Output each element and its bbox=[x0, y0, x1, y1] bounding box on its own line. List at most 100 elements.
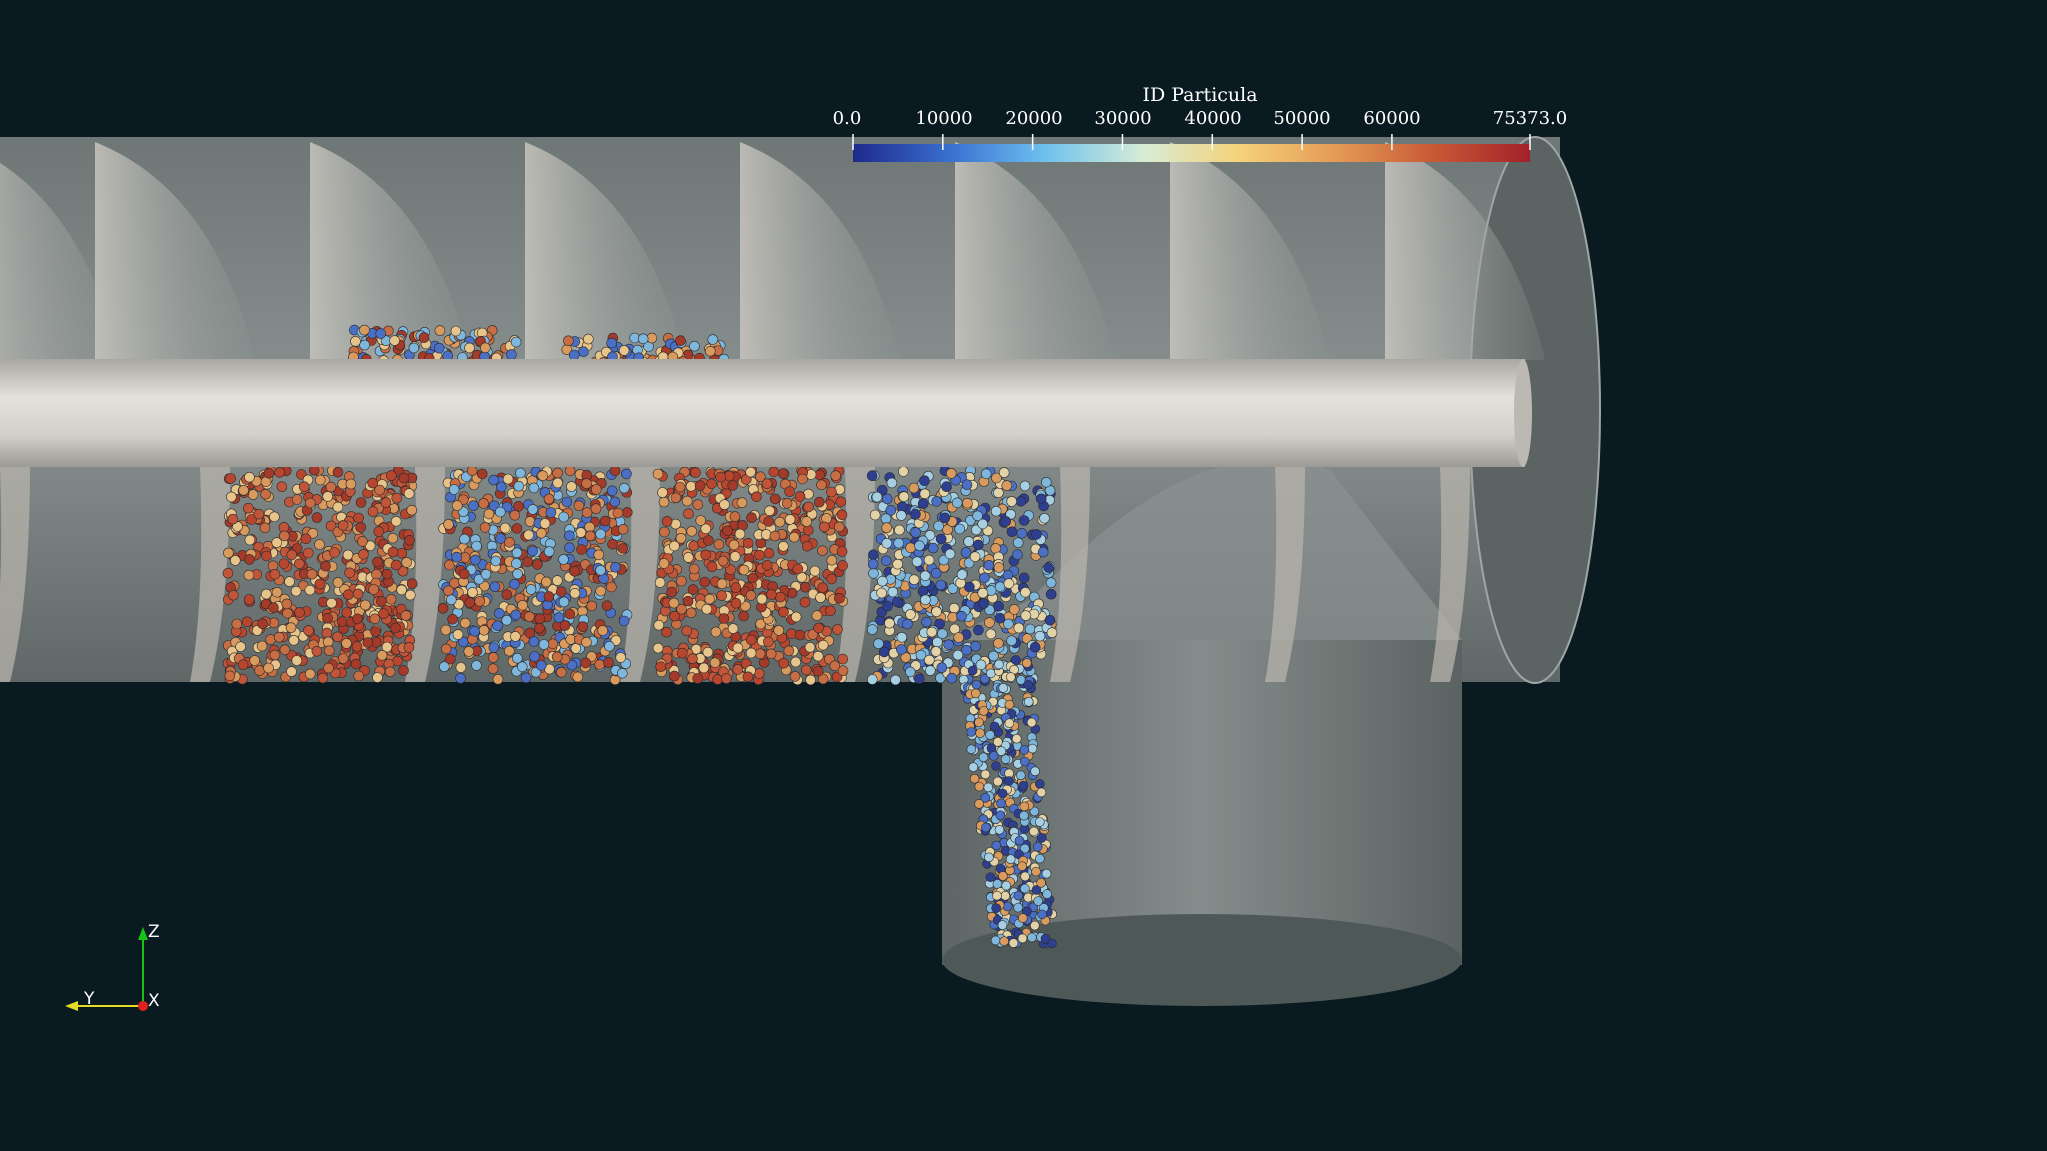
particle bbox=[826, 486, 837, 498]
particle bbox=[685, 480, 697, 492]
particle bbox=[511, 547, 523, 559]
particle bbox=[745, 466, 756, 478]
particle bbox=[1020, 610, 1032, 621]
particle bbox=[268, 602, 279, 614]
particle bbox=[243, 569, 255, 581]
particle bbox=[493, 607, 505, 619]
particle bbox=[881, 537, 893, 549]
particle bbox=[380, 497, 392, 508]
particle bbox=[483, 508, 495, 520]
particle bbox=[880, 555, 892, 567]
particle bbox=[276, 481, 288, 493]
particle bbox=[253, 508, 265, 520]
particle bbox=[687, 653, 698, 665]
particle bbox=[977, 587, 989, 599]
particle bbox=[754, 549, 765, 561]
particle bbox=[869, 509, 881, 521]
particle bbox=[260, 488, 271, 500]
particle bbox=[718, 613, 730, 624]
particle bbox=[921, 616, 932, 628]
particle bbox=[314, 539, 325, 550]
particle bbox=[1029, 641, 1041, 653]
particle bbox=[994, 612, 1006, 624]
orientation-axes: Z Y X bbox=[55, 915, 175, 1015]
particle bbox=[1031, 885, 1042, 895]
particle bbox=[790, 611, 802, 623]
particle bbox=[837, 653, 849, 665]
particle bbox=[223, 547, 234, 559]
particle bbox=[337, 520, 349, 531]
flight-blade-lower bbox=[1430, 467, 1470, 682]
particle bbox=[451, 500, 463, 511]
particle bbox=[341, 607, 353, 618]
particle bbox=[471, 660, 482, 671]
particle bbox=[978, 706, 989, 716]
particle bbox=[803, 501, 814, 513]
particle bbox=[543, 493, 555, 505]
particle bbox=[350, 658, 362, 670]
particle bbox=[513, 501, 524, 512]
particle bbox=[391, 492, 403, 504]
particle bbox=[466, 465, 478, 477]
particle bbox=[418, 332, 430, 343]
particle bbox=[1027, 743, 1038, 754]
particle bbox=[998, 683, 1009, 693]
particle bbox=[707, 334, 719, 345]
particle bbox=[974, 781, 985, 792]
particle bbox=[618, 615, 630, 627]
x-axis-label: X bbox=[148, 991, 160, 1011]
particle bbox=[235, 641, 246, 653]
particle bbox=[260, 588, 272, 600]
particle bbox=[342, 589, 354, 601]
particle bbox=[729, 551, 741, 562]
particle bbox=[887, 586, 899, 598]
particle bbox=[488, 474, 499, 486]
particle bbox=[682, 595, 694, 607]
particle bbox=[244, 534, 256, 546]
particle bbox=[539, 518, 551, 529]
particle bbox=[352, 588, 364, 600]
particle bbox=[555, 586, 567, 597]
particle bbox=[896, 644, 907, 655]
particle bbox=[609, 496, 621, 508]
particle bbox=[302, 547, 314, 559]
particle bbox=[945, 468, 957, 479]
flight-blade-upper bbox=[1385, 142, 1545, 360]
particle bbox=[997, 788, 1008, 799]
particle bbox=[367, 477, 379, 489]
particle bbox=[452, 629, 464, 640]
particle bbox=[284, 576, 295, 587]
particle bbox=[243, 594, 255, 605]
particle bbox=[311, 645, 323, 657]
particle bbox=[687, 584, 699, 595]
particle bbox=[337, 616, 348, 627]
particle bbox=[800, 581, 811, 593]
particle bbox=[760, 529, 772, 540]
particle bbox=[949, 623, 961, 635]
particle bbox=[606, 581, 617, 593]
particle bbox=[993, 637, 1004, 649]
particle bbox=[329, 547, 340, 558]
particle bbox=[974, 799, 984, 809]
particle bbox=[700, 549, 712, 561]
particle bbox=[659, 526, 670, 538]
particle bbox=[1015, 770, 1026, 781]
particle bbox=[390, 515, 402, 527]
particle bbox=[836, 546, 848, 557]
orientation-axes-gizmo bbox=[65, 927, 148, 1011]
particle bbox=[763, 516, 774, 527]
particle bbox=[616, 667, 628, 679]
particle bbox=[563, 335, 574, 347]
particle bbox=[866, 624, 878, 635]
particle bbox=[999, 936, 1010, 947]
particle bbox=[438, 661, 450, 673]
particle bbox=[765, 648, 777, 660]
particle bbox=[1018, 780, 1029, 791]
particle bbox=[558, 554, 569, 565]
particle bbox=[479, 342, 491, 354]
particle bbox=[552, 467, 563, 479]
particle bbox=[676, 575, 687, 587]
particle bbox=[609, 465, 621, 477]
